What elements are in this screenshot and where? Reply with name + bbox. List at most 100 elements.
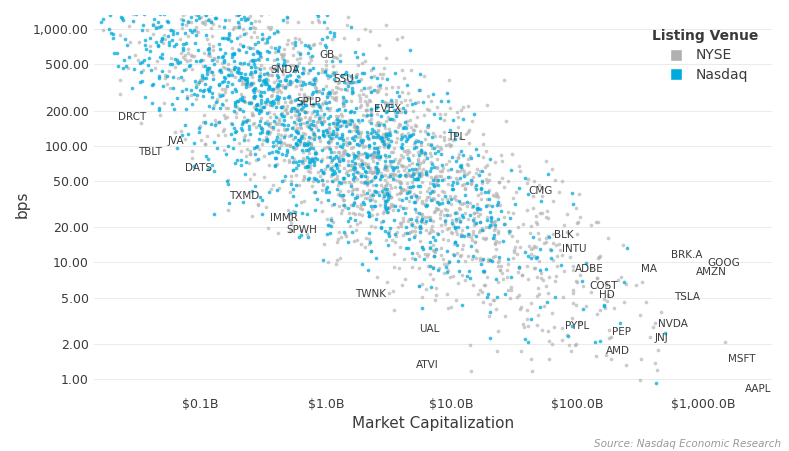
- Point: [288, 38, 301, 45]
- Point: [433, 215, 446, 222]
- Point: [388, 230, 401, 238]
- Point: [234, 74, 247, 81]
- Point: [318, 117, 331, 124]
- Point: [245, 99, 257, 106]
- Point: [304, 66, 316, 74]
- Point: [297, 64, 309, 72]
- Point: [237, 42, 249, 50]
- Point: [449, 192, 462, 199]
- Point: [368, 128, 380, 135]
- Point: [290, 124, 303, 132]
- Point: [601, 297, 614, 304]
- Point: [233, 106, 245, 113]
- Point: [456, 211, 469, 218]
- Point: [402, 188, 414, 195]
- Point: [445, 228, 458, 235]
- Point: [372, 166, 384, 173]
- Point: [354, 138, 367, 146]
- Point: [570, 230, 583, 237]
- Point: [458, 180, 470, 188]
- Point: [294, 134, 307, 141]
- Point: [312, 87, 325, 95]
- Point: [336, 102, 349, 109]
- Point: [305, 53, 318, 60]
- Point: [202, 16, 215, 23]
- Point: [408, 166, 421, 173]
- Point: [505, 150, 518, 157]
- Point: [473, 287, 486, 294]
- Point: [360, 169, 372, 176]
- Point: [465, 180, 477, 188]
- Point: [522, 338, 534, 345]
- Point: [316, 68, 328, 75]
- Point: [332, 202, 345, 210]
- Point: [280, 103, 293, 110]
- Point: [308, 175, 320, 182]
- Text: ADBE: ADBE: [574, 264, 604, 274]
- Point: [331, 120, 343, 127]
- Point: [154, 54, 166, 61]
- Point: [549, 278, 562, 285]
- Point: [481, 274, 493, 281]
- Point: [247, 57, 260, 64]
- Point: [346, 150, 359, 157]
- Point: [341, 151, 353, 158]
- Point: [368, 169, 381, 176]
- Point: [402, 215, 415, 222]
- Point: [347, 123, 360, 130]
- Point: [387, 170, 399, 177]
- Point: [358, 69, 371, 77]
- Point: [228, 51, 241, 58]
- Point: [146, 81, 159, 88]
- Point: [451, 167, 463, 175]
- Point: [303, 93, 316, 100]
- Point: [245, 64, 257, 71]
- Point: [397, 204, 409, 212]
- Point: [363, 186, 376, 193]
- Point: [305, 155, 318, 162]
- Point: [163, 39, 175, 46]
- Point: [357, 91, 369, 98]
- Point: [223, 71, 236, 78]
- Point: [365, 190, 378, 198]
- Point: [452, 279, 465, 286]
- Point: [370, 133, 383, 141]
- Point: [427, 176, 439, 184]
- Point: [357, 187, 369, 194]
- Point: [289, 67, 301, 74]
- Point: [252, 106, 264, 113]
- Point: [324, 28, 337, 35]
- Point: [281, 13, 294, 20]
- Point: [253, 106, 266, 113]
- Point: [272, 48, 285, 55]
- Point: [469, 185, 482, 193]
- Point: [397, 214, 409, 221]
- Point: [487, 253, 499, 261]
- Text: ATVI: ATVI: [416, 359, 439, 370]
- Point: [286, 158, 299, 165]
- Point: [395, 179, 408, 187]
- Point: [474, 255, 487, 262]
- Point: [94, 19, 107, 26]
- Text: SSU: SSU: [334, 74, 354, 84]
- Point: [378, 121, 391, 129]
- Text: HD: HD: [599, 290, 615, 299]
- Point: [378, 207, 391, 215]
- Point: [344, 181, 357, 188]
- Point: [230, 87, 242, 94]
- Point: [208, 42, 220, 49]
- Point: [118, 6, 130, 13]
- Text: IMMR: IMMR: [271, 213, 298, 223]
- Point: [236, 127, 249, 134]
- Point: [477, 154, 489, 161]
- Point: [291, 142, 304, 149]
- Point: [384, 193, 397, 200]
- Point: [238, 14, 251, 21]
- Point: [535, 198, 548, 205]
- Point: [407, 175, 420, 183]
- Point: [350, 70, 363, 78]
- Point: [238, 16, 251, 23]
- Point: [278, 116, 290, 124]
- Point: [153, 23, 166, 30]
- Point: [228, 73, 241, 80]
